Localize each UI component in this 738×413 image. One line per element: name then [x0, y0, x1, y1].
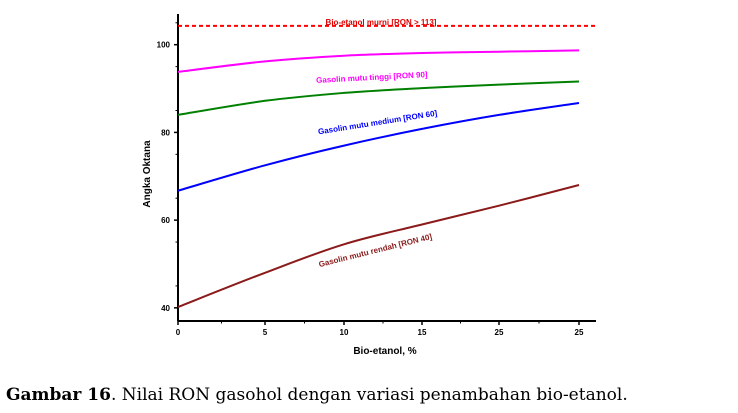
series-line — [177, 184, 580, 308]
series-lines — [177, 49, 580, 308]
x-tick-label: 5 — [263, 328, 268, 337]
series-line — [177, 49, 580, 73]
series-labels: Gasolin mutu tinggi [RON 90] Gasolin mutu… — [316, 70, 438, 269]
x-tick-label: 25 — [575, 328, 584, 337]
series-label: Gasolin mutu rendah [RON 40] — [318, 232, 434, 269]
series-line — [177, 102, 580, 192]
caption-text: . Nilai RON gasohol dengan variasi penam… — [110, 385, 628, 405]
y-tick-label: 100 — [157, 41, 171, 50]
series-label: Gasolin mutu tinggi [RON 90] — [316, 70, 428, 85]
y-tick-label: 80 — [161, 128, 170, 137]
reference-line-label: Bio-etanol murni [RON > 113] — [326, 18, 437, 27]
x-tick-label: 10 — [340, 328, 349, 337]
reference-line-group: Bio-etanol murni [RON > 113] — [178, 18, 596, 27]
x-tick-label: 25 — [495, 328, 504, 337]
series-line — [177, 80, 580, 116]
y-axis-title: Angka Oktana — [142, 140, 153, 208]
y-tick-label: 40 — [161, 304, 170, 313]
x-tick-label: 15 — [418, 328, 427, 337]
ron-chart: 0 5 10 15 25 25 40 60 80 100 Bio-etanol, % Angka Ok… — [142, 14, 596, 357]
series-label: Gasolin mutu medium [RON 60] — [317, 109, 438, 137]
x-axis-title: Bio-etanol, % — [353, 346, 416, 357]
x-tick-label: 0 — [176, 328, 181, 337]
figure-caption: Gambar 16. Nilai RON gasohol dengan vari… — [6, 385, 628, 405]
chart-axes: 0 5 10 15 25 25 40 60 80 100 Bio-etanol, % Angka Ok… — [142, 14, 596, 357]
caption-label: Gambar 16 — [6, 385, 111, 405]
y-tick-label: 60 — [161, 216, 170, 225]
